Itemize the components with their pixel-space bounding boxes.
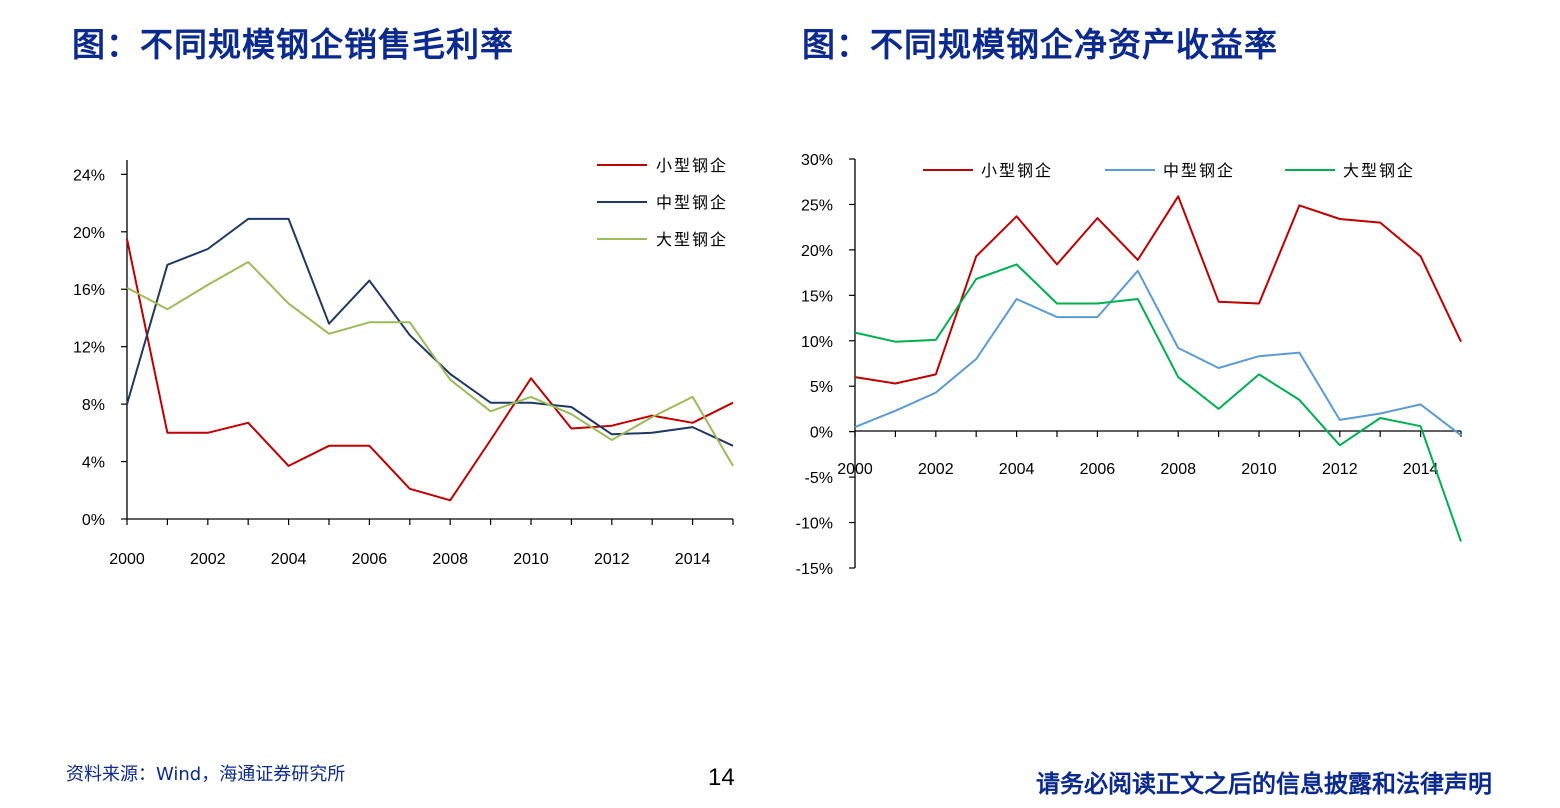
legend-label: 小型钢企 <box>981 161 1053 180</box>
legend-label: 小型钢企 <box>656 156 728 175</box>
x-tick-label: 2000 <box>837 461 873 478</box>
x-tick-label: 2010 <box>513 551 549 568</box>
x-tick-label: 2010 <box>1241 461 1277 478</box>
x-tick-label: 2014 <box>1403 461 1439 478</box>
y-tick-label: 10% <box>801 334 833 351</box>
legend: 小型钢企 中型钢企 大型钢企 <box>923 161 1415 180</box>
y-tick-label: 20% <box>801 243 833 260</box>
legend-label: 中型钢企 <box>1163 161 1235 180</box>
series-line-2 <box>854 269 1462 437</box>
y-tick-label: 16% <box>73 282 105 299</box>
series-line-3 <box>854 263 1462 542</box>
x-tick-label: 2000 <box>109 551 145 568</box>
left-chart-title: 图：不同规模钢企销售毛利率 <box>72 25 514 64</box>
chart-2: 30% 25% 20% 15% 10% 5% 0% -5% -10% -15% 2000 2002 20… <box>796 152 1462 578</box>
x-tick-label: 2006 <box>1080 461 1116 478</box>
x-tick-label: 2008 <box>1160 461 1196 478</box>
y-tick-label: 0% <box>82 512 105 529</box>
x-tick-label: 2012 <box>1322 461 1358 478</box>
x-tick-label: 2002 <box>918 461 954 478</box>
x-tick-label: 2008 <box>432 551 468 568</box>
series-line-3 <box>126 261 734 467</box>
y-tick-label: 8% <box>82 397 105 414</box>
x-tick-label: 2004 <box>271 551 307 568</box>
x-tick-label: 2006 <box>352 551 388 568</box>
y-tick-label: 0% <box>810 425 833 442</box>
series-line-1 <box>126 238 734 502</box>
y-tick-label: 30% <box>801 152 833 169</box>
x-tick-label: 2012 <box>594 551 630 568</box>
y-tick-label: 20% <box>73 225 105 242</box>
right-chart-title: 图：不同规模钢企净资产收益率 <box>802 25 1278 64</box>
series-line-2 <box>126 217 734 447</box>
y-tick-label: 4% <box>82 455 105 472</box>
source-note: 资料来源：Wind，海通证券研究所 <box>66 764 346 785</box>
x-tick-label: 2014 <box>675 551 711 568</box>
disclaimer-link[interactable]: 请务必阅读正文之后的信息披露和法律声明 <box>1036 769 1492 798</box>
legend-label: 大型钢企 <box>1343 161 1415 180</box>
x-tick-label: 2004 <box>999 461 1035 478</box>
y-tick-label: -10% <box>796 516 833 533</box>
legend-label: 中型钢企 <box>656 193 728 212</box>
y-tick-label: -15% <box>796 561 833 578</box>
y-tick-label: 5% <box>810 379 833 396</box>
y-tick-label: 12% <box>73 340 105 357</box>
y-tick-label: 24% <box>73 167 105 184</box>
page-number: 14 <box>708 764 735 791</box>
y-tick-label: -5% <box>805 470 833 487</box>
x-tick-label: 2002 <box>190 551 226 568</box>
legend-label: 大型钢企 <box>656 230 728 249</box>
y-tick-label: 15% <box>801 288 833 305</box>
y-tick-label: 25% <box>801 197 833 214</box>
chart-1: 0% 4% 8% 12% 16% 20% 24% 2000 2002 2004 2006 2008 20… <box>73 156 734 568</box>
series-line-1 <box>854 195 1462 385</box>
